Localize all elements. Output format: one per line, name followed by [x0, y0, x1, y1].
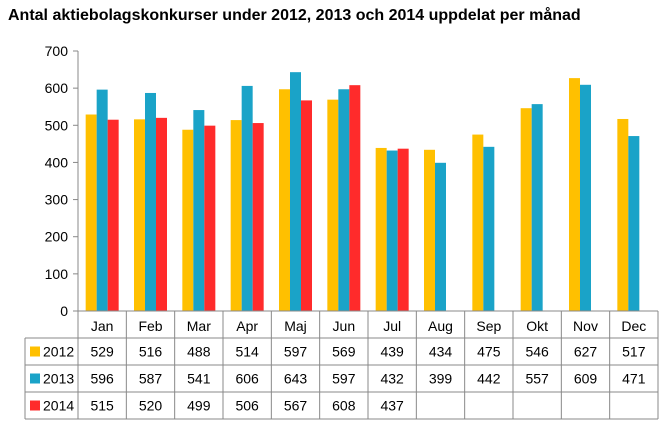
- table-cell: 442: [477, 371, 501, 387]
- bar-2012-sep: [472, 134, 484, 311]
- bar-2014-jun: [349, 85, 361, 312]
- y-tick-label: 0: [60, 303, 68, 319]
- bar-2013-sep: [483, 146, 495, 311]
- x-tick-label: Jun: [333, 318, 356, 334]
- table-cell: 606: [235, 371, 259, 387]
- table-cell: 514: [235, 344, 259, 360]
- y-tick-label: 500: [45, 117, 69, 133]
- table-cell: 434: [429, 344, 453, 360]
- table-cell: 541: [187, 371, 211, 387]
- bar-2012-apr: [230, 120, 242, 311]
- bar-2012-nov: [569, 78, 580, 311]
- table-cell: 399: [429, 371, 453, 387]
- y-tick-label: 300: [45, 192, 69, 208]
- bar-2013-dec: [628, 136, 640, 311]
- table-cell: 609: [574, 371, 598, 387]
- x-tick-label: Dec: [621, 318, 646, 334]
- table-cell: 587: [139, 371, 163, 387]
- bar-2013-aug: [435, 162, 446, 311]
- table-cell: 515: [90, 398, 114, 414]
- bar-2014-jan: [107, 119, 119, 311]
- legend-label: 2013: [43, 371, 74, 387]
- bar-2013-apr: [241, 85, 253, 312]
- table-cell: 437: [380, 398, 404, 414]
- bar-2014-mar: [204, 125, 216, 312]
- bar-2012-okt: [520, 108, 532, 311]
- bar-2014-apr: [252, 123, 264, 311]
- bar-2013-maj: [290, 72, 301, 312]
- bar-2013-okt: [531, 104, 543, 311]
- bar-2012-maj: [279, 89, 290, 311]
- bars: [85, 72, 640, 312]
- table-cell: 597: [284, 344, 308, 360]
- x-tick-label: Aug: [428, 318, 453, 334]
- y-tick-label: 400: [45, 154, 69, 170]
- x-tick-label: Nov: [573, 318, 598, 334]
- table-cell: 596: [90, 371, 114, 387]
- x-tick-label: Maj: [284, 318, 307, 334]
- table-cell: 643: [284, 371, 308, 387]
- bar-2012-feb: [134, 119, 145, 311]
- table-cell: 475: [477, 344, 501, 360]
- legend-key-2013: [30, 373, 40, 384]
- table-cell: 569: [332, 344, 356, 360]
- table-cell: 557: [525, 371, 549, 387]
- bar-2014-feb: [156, 117, 167, 311]
- table-cell: 608: [332, 398, 356, 414]
- table-cell: 516: [139, 344, 163, 360]
- bar-2013-feb: [145, 92, 156, 311]
- legend-label: 2014: [43, 398, 74, 414]
- y-axis: 0 100 200 300 400 500 600 700: [45, 43, 79, 319]
- table-cell: 627: [574, 344, 598, 360]
- x-tick-label: Jul: [383, 318, 401, 334]
- bar-2012-aug: [424, 149, 435, 311]
- y-tick-label: 100: [45, 266, 69, 282]
- data-table: Jan Feb Mar Apr Maj Jun Jul Aug Sep Okt Nov Dec 2012…: [24, 310, 659, 420]
- y-tick-label: 200: [45, 229, 69, 245]
- table-cell: 529: [90, 344, 114, 360]
- bar-2012-dec: [617, 118, 629, 311]
- bar-2013-jan: [96, 89, 108, 311]
- bar-2013-jul: [386, 150, 398, 311]
- table-cell: 471: [622, 371, 646, 387]
- bar-2014-maj: [301, 100, 312, 312]
- table-cell: 567: [284, 398, 308, 414]
- table-cell: 432: [380, 371, 404, 387]
- chart-title: Antal aktiebolagskonkurser under 2012, 2…: [8, 6, 581, 24]
- table-cell: 546: [525, 344, 549, 360]
- bar-2013-mar: [193, 110, 205, 311]
- table-cell: 597: [332, 371, 356, 387]
- x-tick-label: Jan: [91, 318, 114, 334]
- bar-2012-jan: [85, 114, 97, 311]
- y-tick-label: 700: [45, 43, 69, 59]
- bar-2014-jul: [397, 148, 409, 311]
- table-cell: 488: [187, 344, 211, 360]
- x-tick-label: Mar: [187, 318, 211, 334]
- x-tick-label: Apr: [236, 318, 258, 334]
- legend-label: 2012: [43, 344, 74, 360]
- bar-2012-mar: [182, 129, 194, 311]
- y-tick-label: 600: [45, 80, 69, 96]
- table-cell: 506: [235, 398, 259, 414]
- table-cell: 520: [139, 398, 163, 414]
- table-cell: 517: [622, 344, 646, 360]
- legend-key-2014: [30, 400, 40, 411]
- x-tick-label: Sep: [476, 318, 501, 334]
- bar-2013-jun: [338, 89, 350, 311]
- x-tick-label: Okt: [526, 318, 548, 334]
- table-cell: 499: [187, 398, 211, 414]
- x-tick-label: Feb: [138, 318, 162, 334]
- bar-2012-jun: [327, 99, 339, 312]
- legend-key-2012: [30, 346, 40, 357]
- table-cell: 439: [380, 344, 404, 360]
- bar-2013-nov: [580, 84, 591, 311]
- bar-2012-jul: [375, 147, 387, 311]
